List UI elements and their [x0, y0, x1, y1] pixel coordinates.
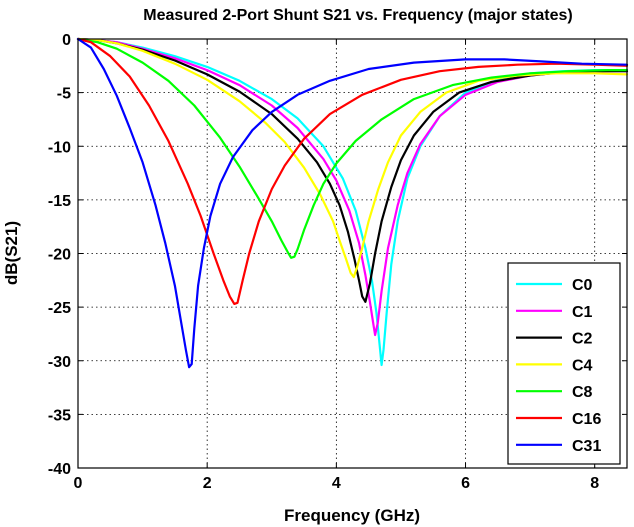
series-line-c31 [76, 37, 629, 369]
series-line-c2 [76, 37, 629, 303]
y-axis-label: dB(S21) [2, 221, 21, 285]
plot-series [76, 37, 629, 369]
legend-label-c31: C31 [572, 438, 601, 455]
y-tick-label: -35 [48, 407, 71, 424]
series-line-c1 [76, 37, 629, 337]
legend-label-c16: C16 [572, 411, 601, 428]
series-line-c8 [76, 37, 629, 259]
chart-title: Measured 2-Port Shunt S21 vs. Frequency … [143, 7, 572, 24]
y-tick-label: -40 [48, 461, 71, 478]
y-tick-label: -25 [48, 300, 71, 317]
y-tick-label: -5 [57, 86, 71, 103]
legend: C0 C1 C2 C4 C8 C16 C31 [507, 262, 621, 465]
x-tick-label: 8 [590, 475, 599, 492]
legend-label-c1: C1 [572, 304, 593, 321]
y-tick-label: 0 [62, 32, 71, 49]
x-axis-label: Frequency (GHz) [284, 506, 420, 525]
x-tick-label: 0 [74, 475, 83, 492]
legend-label-c8: C8 [572, 384, 593, 401]
legend-label-c4: C4 [572, 357, 593, 374]
series-line-c16 [76, 37, 629, 305]
x-tick-label: 4 [332, 475, 341, 492]
series-line-c0 [76, 37, 629, 367]
series-line-c4 [76, 37, 629, 279]
y-tick-label: -30 [48, 354, 71, 371]
x-tick-label: 6 [461, 475, 470, 492]
x-tick-label: 2 [203, 475, 212, 492]
axis-ticks: 0 2 4 6 8 0 -5 -10 -15 -20 -25 -30 -35 -40 [48, 32, 627, 492]
y-tick-label: -20 [48, 247, 71, 264]
y-tick-label: -10 [48, 139, 71, 156]
y-tick-label: -15 [48, 193, 71, 210]
legend-label-c0: C0 [572, 277, 593, 294]
legend-label-c2: C2 [572, 331, 593, 348]
